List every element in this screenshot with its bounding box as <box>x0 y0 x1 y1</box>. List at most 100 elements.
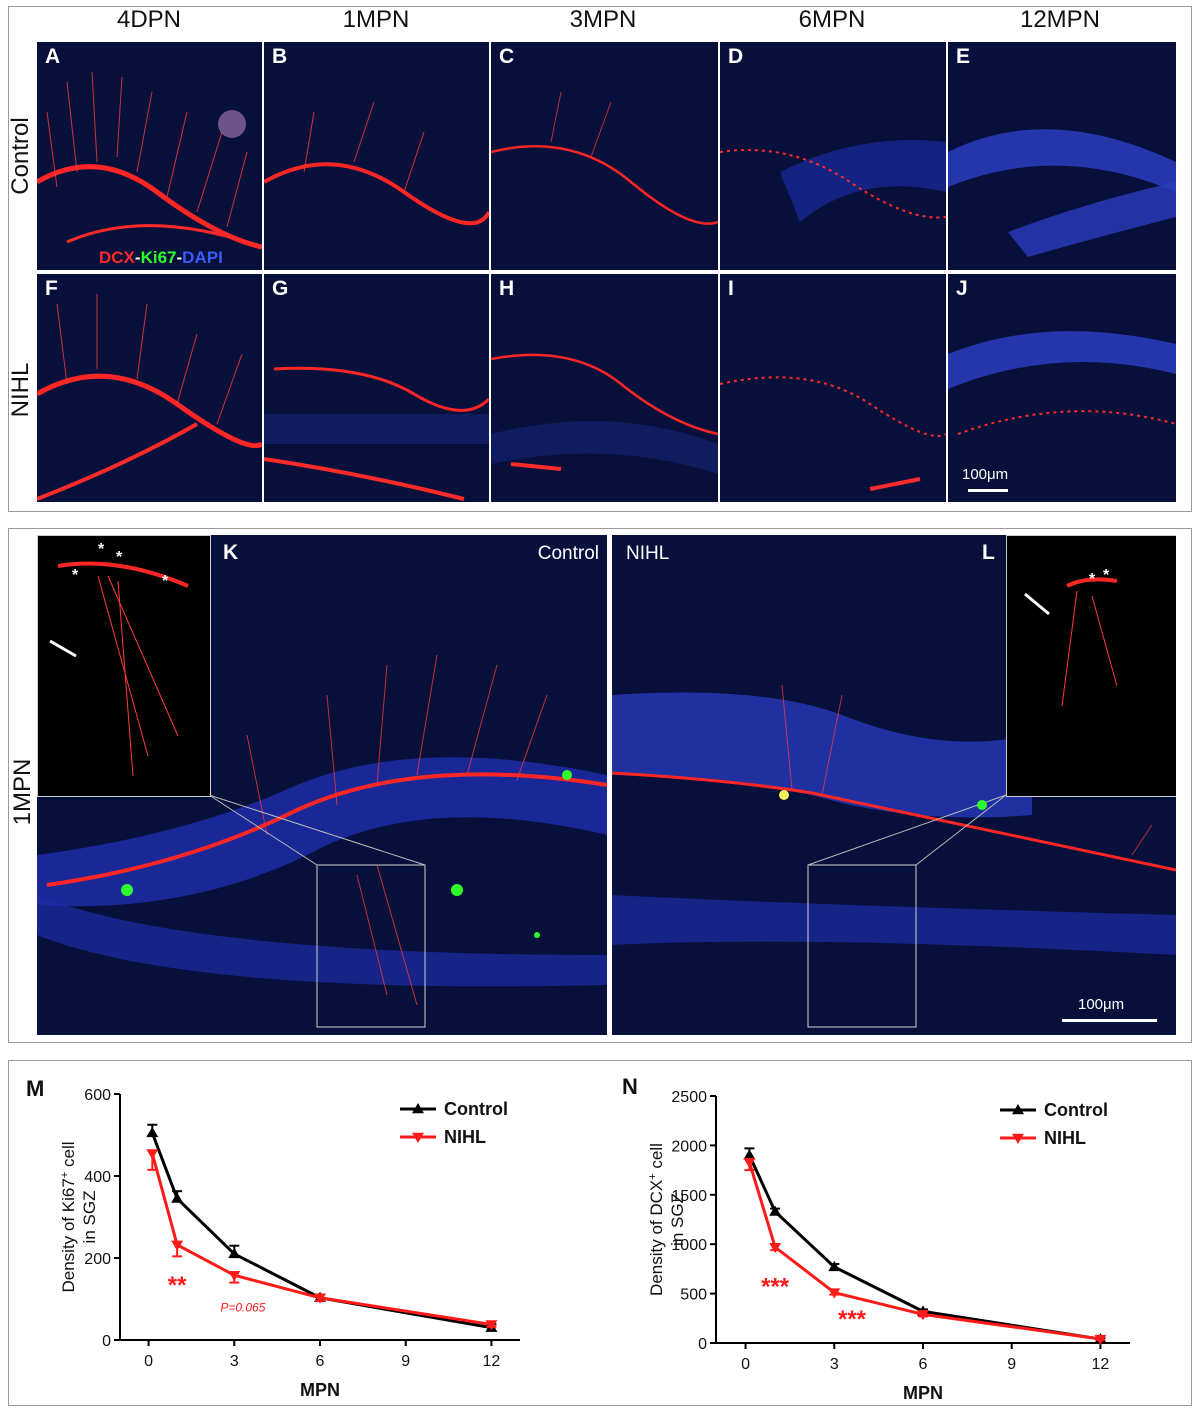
panel-letter: A <box>45 45 61 68</box>
significance-annotation: P=0.065 <box>220 1300 265 1314</box>
x-tick-label: 9 <box>401 1353 410 1370</box>
micrograph-panel-b: B <box>264 42 489 270</box>
panel-letter: I <box>728 277 734 300</box>
legend-marker <box>412 1103 424 1114</box>
micrograph-image <box>948 42 1176 270</box>
x-tick-label: 9 <box>1007 1356 1016 1373</box>
inset-magnified-view: * * <box>1006 535 1176 797</box>
data-point-nihl <box>228 1271 241 1282</box>
scale-bar <box>1062 1019 1157 1022</box>
micrograph-image <box>491 274 718 502</box>
svg-text:*: * <box>98 541 105 558</box>
data-point-nihl <box>485 1320 498 1331</box>
charts-frame <box>8 1060 1192 1406</box>
significance-annotation: *** <box>761 1274 790 1301</box>
y-tick-label: 600 <box>84 1087 111 1104</box>
micrograph-panel-k: * * * * K Control <box>37 535 607 1035</box>
y-tick-label: 0 <box>698 1336 707 1353</box>
row-label-1mpn: 1MPN <box>9 758 36 826</box>
legend-label: NIHL <box>1044 1128 1086 1148</box>
legend-marker <box>412 1132 424 1143</box>
x-tick-label: 0 <box>144 1353 153 1370</box>
micrograph-panel-a: A DCX-Ki67-DAPI <box>37 42 262 270</box>
legend-separator: - <box>134 248 141 267</box>
x-tick-label: 0 <box>741 1356 750 1373</box>
legend-label: Control <box>444 1099 508 1119</box>
svg-text:*: * <box>162 573 169 590</box>
data-point-control <box>146 1126 159 1138</box>
dcx-density-chart: 0 500 1000 1500 2000 2500 0 3 6 9 12 MPN Density of … <box>647 1089 1130 1403</box>
micrograph-panel-h: H <box>491 274 718 502</box>
micrograph-panel-j: J 100μm <box>948 274 1176 502</box>
micrograph-image <box>264 42 489 270</box>
ki67-density-chart: 0 200 400 600 0 3 6 9 12 MPN Density of Ki67+ cell… <box>59 1087 520 1400</box>
panel-letter: F <box>45 277 58 300</box>
y-tick-label: 1000 <box>671 1237 707 1254</box>
panel-letter: G <box>272 277 289 300</box>
x-tick-label: 3 <box>230 1353 239 1370</box>
micrograph-image <box>948 274 1176 502</box>
data-point-nihl <box>769 1242 782 1254</box>
data-point-control <box>228 1247 241 1259</box>
x-tick-label: 12 <box>1092 1356 1110 1373</box>
y-tick-label: 0 <box>102 1333 111 1350</box>
column-label: 6MPN <box>798 6 866 33</box>
micrograph-image <box>720 42 946 270</box>
scale-bar-label: 100μm <box>1078 996 1125 1013</box>
svg-text:*: * <box>1089 571 1096 588</box>
y-tick-label: 2000 <box>671 1138 707 1155</box>
panel-letter: L <box>982 541 995 564</box>
micrograph-panel-i: I <box>720 274 946 502</box>
panel-condition-label: NIHL <box>626 543 670 564</box>
micrograph-image <box>264 274 489 502</box>
micrograph-panel-g: G <box>264 274 489 502</box>
micrograph-image <box>37 274 262 502</box>
legend-dcx: DCX <box>99 248 135 267</box>
micrograph-panel-c: C <box>491 42 718 270</box>
inset-image: * * <box>1007 536 1176 796</box>
data-point-control <box>743 1149 756 1160</box>
y-axis-label-line2: in SGZ <box>80 1191 99 1244</box>
column-label: 4DPN <box>116 6 182 33</box>
y-tick-label: 400 <box>84 1169 111 1186</box>
stain-legend: DCX-Ki67-DAPI <box>99 248 223 268</box>
micrograph-image <box>491 42 718 270</box>
micrograph-panel-l: * * L NIHL 100μm <box>612 535 1176 1035</box>
micrograph-image <box>37 42 262 270</box>
legend-dapi: DAPI <box>182 248 223 267</box>
svg-text:*: * <box>72 567 79 584</box>
y-tick-label: 1500 <box>671 1188 707 1205</box>
panel-letter: J <box>956 277 968 300</box>
legend-marker <box>1012 1104 1024 1115</box>
panel-letter: H <box>499 277 515 300</box>
legend-marker <box>1012 1133 1024 1144</box>
x-tick-label: 6 <box>919 1356 928 1373</box>
inset-image: * * * * <box>38 536 210 796</box>
panel-letter: E <box>956 45 971 68</box>
panel-letter: K <box>223 541 239 564</box>
x-tick-label: 12 <box>483 1353 501 1370</box>
data-point-nihl <box>146 1149 159 1160</box>
panel-letter: B <box>272 45 288 68</box>
y-axis-label: Density of Ki67+ cell <box>59 1141 78 1292</box>
legend-label: NIHL <box>444 1127 486 1147</box>
data-point-control <box>828 1260 841 1272</box>
significance-annotation: ** <box>168 1272 187 1299</box>
micrograph-image <box>720 274 946 502</box>
scale-bar <box>968 489 1008 492</box>
legend-label: Control <box>1044 1100 1108 1120</box>
y-tick-label: 200 <box>84 1251 111 1268</box>
significance-annotation: *** <box>838 1306 867 1333</box>
micrograph-panel-f: F <box>37 274 262 502</box>
inset-magnified-view: * * * * <box>37 535 211 797</box>
row-label-nihl: NIHL <box>7 362 34 418</box>
y-tick-label: 500 <box>680 1287 707 1304</box>
panel-letter: D <box>728 45 744 68</box>
data-point-nihl <box>314 1293 326 1304</box>
legend-separator: - <box>176 248 183 267</box>
data-point-nihl <box>917 1310 929 1321</box>
data-point-control <box>769 1205 782 1216</box>
data-point-nihl <box>1094 1334 1107 1346</box>
chart-panel-letter: M <box>26 1076 45 1101</box>
data-point-nihl <box>743 1157 756 1169</box>
